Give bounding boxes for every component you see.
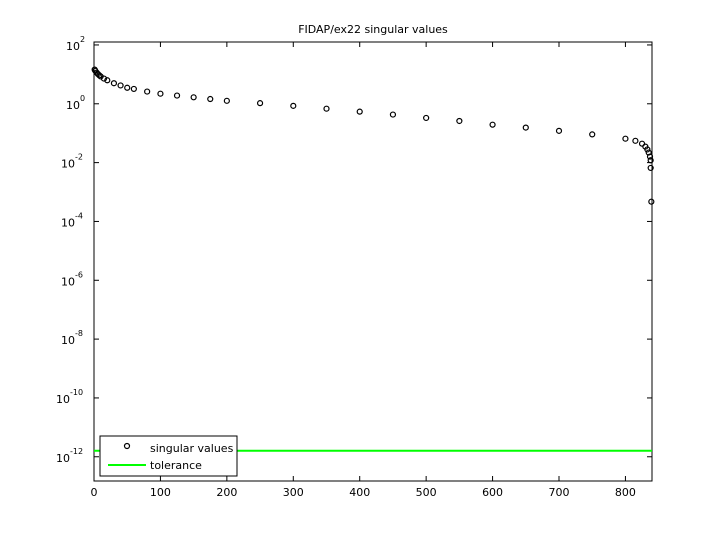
data-point	[423, 114, 430, 122]
data-point	[647, 157, 654, 164]
data-point	[223, 97, 230, 104]
data-point	[124, 84, 131, 91]
data-point	[110, 80, 118, 87]
data-point	[173, 92, 181, 99]
data-point	[356, 108, 363, 115]
y-tick-label: 10-8	[61, 329, 83, 348]
x-tick-label: 400	[349, 486, 370, 499]
x-tick-label: 0	[91, 486, 98, 499]
x-tick-label: 300	[283, 486, 304, 499]
data-point	[130, 85, 137, 93]
plot-frame	[93, 41, 653, 482]
data-point	[117, 82, 124, 89]
data-point	[647, 164, 654, 172]
data-point	[632, 137, 639, 144]
legend-marker	[123, 442, 131, 450]
data-point	[144, 88, 151, 95]
data-point	[555, 127, 563, 134]
legend-box	[99, 435, 238, 477]
data-point	[389, 111, 397, 118]
y-tick-label: 10-4	[61, 211, 83, 230]
y-tick-label: 10-10	[56, 387, 83, 406]
data-point	[644, 146, 651, 153]
y-tick-label: 10-2	[61, 152, 83, 171]
data-point	[290, 102, 297, 109]
y-tick-label: 10-12	[56, 446, 83, 465]
data-point	[323, 105, 330, 112]
x-tick-label: 100	[150, 486, 171, 499]
x-tick-label: 800	[615, 486, 636, 499]
data-point	[622, 135, 629, 142]
data-point	[100, 75, 108, 82]
data-point	[190, 94, 197, 101]
x-tick-label: 600	[482, 486, 503, 499]
y-tick-label: 100	[66, 93, 85, 112]
legend-label: tolerance	[150, 459, 202, 472]
data-point	[589, 131, 596, 138]
legend-label: singular values	[150, 442, 234, 455]
chart-title: FIDAP/ex22 singular values	[298, 23, 448, 36]
data-point	[207, 95, 214, 103]
x-tick-label: 700	[549, 486, 570, 499]
data-point	[646, 153, 654, 160]
data-point	[522, 124, 529, 131]
data-point	[256, 100, 264, 107]
y-tick-label: 10-6	[61, 270, 83, 289]
data-point	[104, 77, 111, 84]
data-point	[456, 117, 463, 125]
x-tick-label: 500	[416, 486, 437, 499]
data-point	[157, 90, 164, 97]
x-tick-label: 200	[216, 486, 237, 499]
data-point	[648, 198, 655, 205]
data-point	[489, 121, 496, 128]
y-tick-label: 102	[66, 34, 85, 53]
data-point	[96, 72, 103, 79]
